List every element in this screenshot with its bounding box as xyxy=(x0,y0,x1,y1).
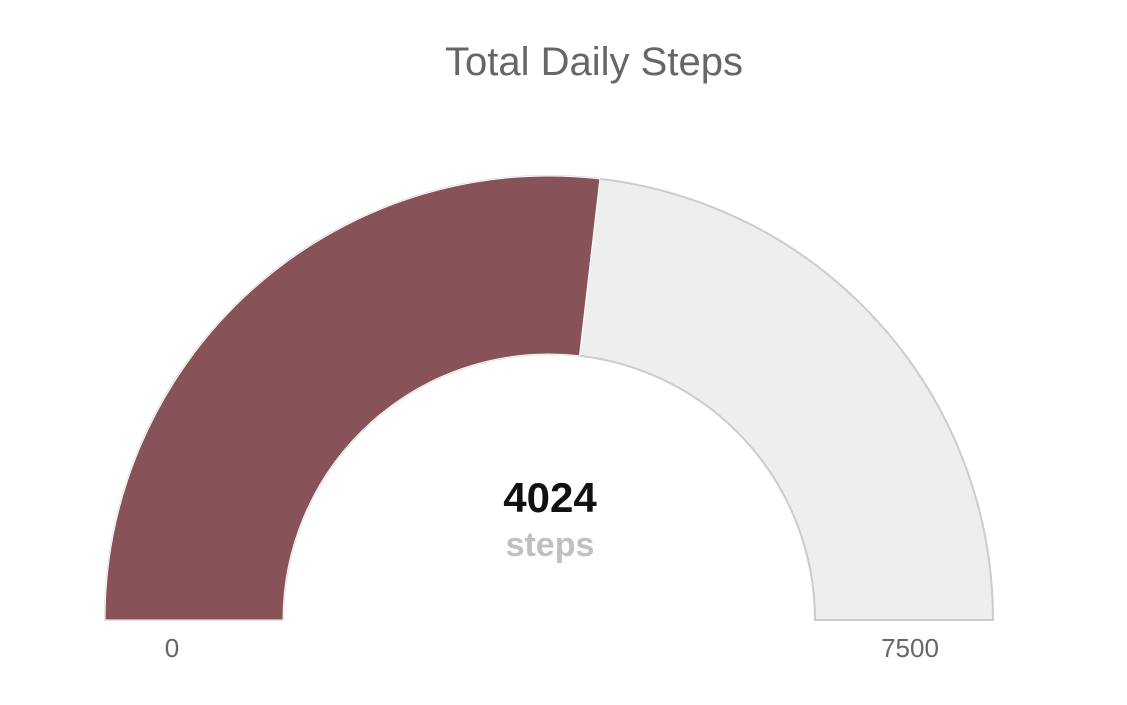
gauge-value-label: 4024 xyxy=(503,474,597,521)
chart-title: Total Daily Steps xyxy=(445,40,743,84)
gauge-max-label: 7500 xyxy=(881,633,939,663)
gauge-min-label: 0 xyxy=(165,633,179,663)
gauge-unit-label: steps xyxy=(506,526,595,564)
gauge-value-arc xyxy=(104,175,601,621)
